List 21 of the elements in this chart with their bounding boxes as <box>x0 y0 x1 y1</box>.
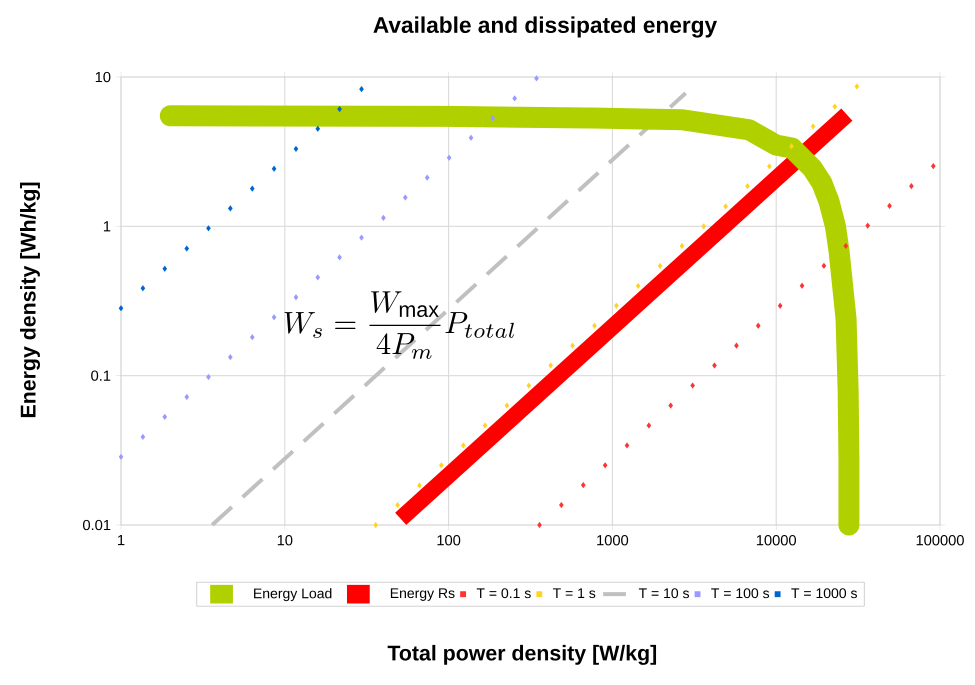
legend-label: T = 10 s <box>638 588 690 598</box>
x-tick-label: 100 <box>437 535 460 546</box>
y-tick-label: 10 <box>96 72 110 82</box>
x-axis-title: Total power density [W/kg] <box>388 644 656 665</box>
chart-title: Available and dissipated energy <box>373 16 718 38</box>
legend-label: T = 1000 s <box>791 588 857 598</box>
y-axis-title: Energy density [Wh/kg] <box>20 182 40 418</box>
x-tick-label: 10000 <box>756 535 796 546</box>
y-tick-label: 0.1 <box>91 370 110 381</box>
x-tick-label: 1000 <box>597 535 628 546</box>
annotation: $W_s=\frac{W_{\max}}{4P_m}P_{total}$ <box>284 291 514 359</box>
x-tick-label: 100000 <box>916 535 964 546</box>
x-tick-label: 1 <box>118 535 124 546</box>
x-tick-label: 10 <box>278 535 292 546</box>
legend-label: T = 0.1 s <box>476 588 531 598</box>
legend-label: T = 100 s <box>711 588 770 598</box>
y-tick-label: 1 <box>104 221 110 232</box>
legend-label: Energy Load <box>254 588 332 602</box>
legend-label: T = 1 s <box>552 588 596 598</box>
y-tick-label: 0.01 <box>82 520 110 530</box>
legend-label: Energy Rs <box>390 588 455 601</box>
